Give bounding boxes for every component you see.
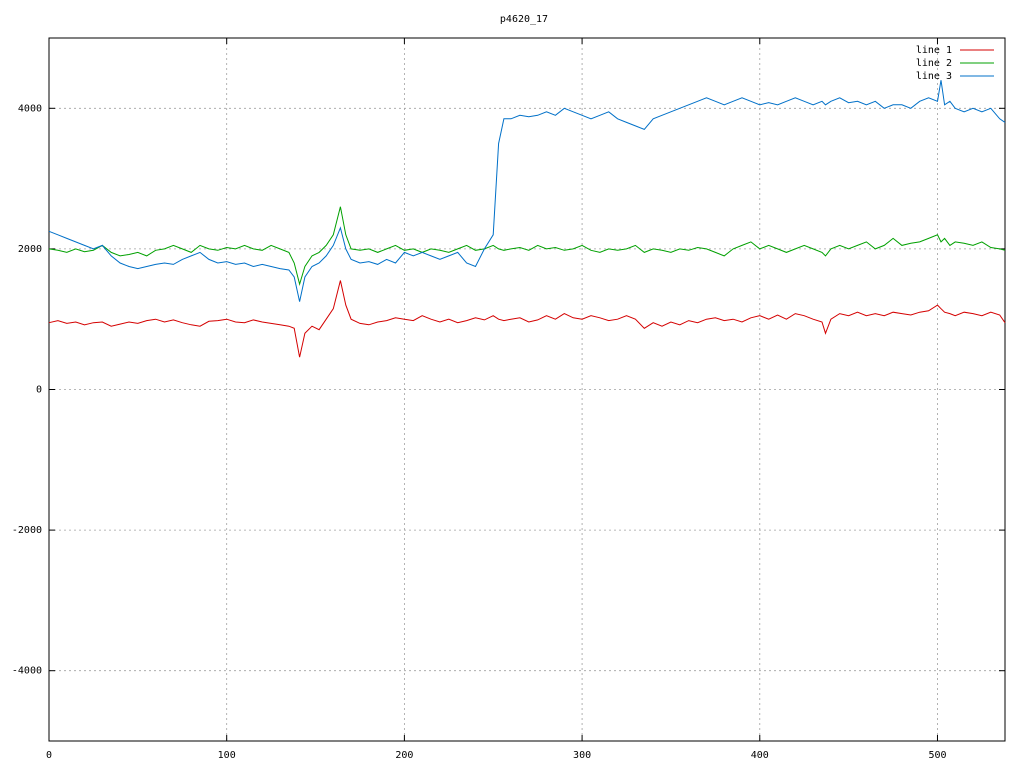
data-line: [48, 206, 1006, 286]
x-tick-label: 200: [395, 750, 413, 761]
legend-label: line 3: [916, 71, 952, 82]
y-tick-label: 0: [36, 385, 42, 396]
data-line: [48, 80, 1006, 302]
x-tick-label: 0: [46, 750, 52, 761]
y-tick-label: 2000: [18, 244, 42, 255]
y-tick-label: -4000: [12, 666, 42, 677]
x-tick-label: 100: [218, 750, 236, 761]
chart-title: p4620_17: [500, 14, 548, 25]
plot-frame: [48, 37, 1006, 742]
x-tick-label: 400: [751, 750, 769, 761]
y-tick-label: 4000: [18, 103, 42, 114]
legend-label: line 2: [916, 58, 952, 69]
legend-label: line 1: [916, 45, 952, 56]
x-tick-label: 300: [573, 750, 591, 761]
x-tick-label: 500: [928, 750, 946, 761]
data-line: [48, 280, 1006, 358]
y-tick-label: -2000: [12, 525, 42, 536]
